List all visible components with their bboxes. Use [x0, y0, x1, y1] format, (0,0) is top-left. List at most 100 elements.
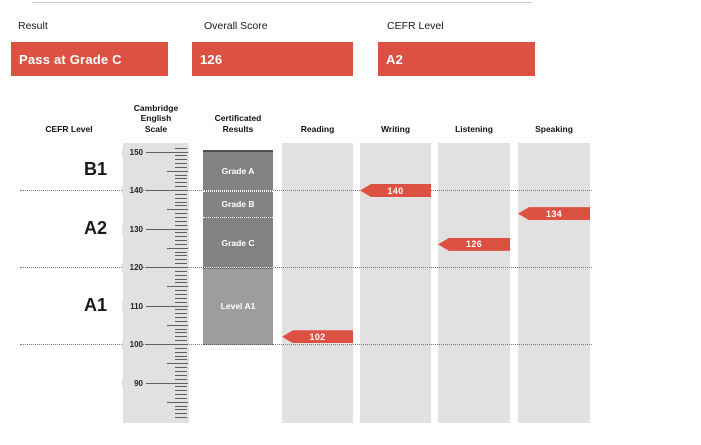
- scale-tick: [167, 286, 188, 288]
- speaking-score-value: 134: [546, 208, 562, 219]
- scale-tick: [175, 236, 187, 238]
- scale-tick: [175, 370, 187, 372]
- grade-b-band-label: Grade B: [221, 199, 255, 210]
- scale-tick: [175, 367, 187, 369]
- result-banner: Pass at Grade C: [11, 42, 168, 76]
- speaking-column: [518, 143, 590, 423]
- scale-tick: [175, 355, 187, 357]
- scale-tick: [175, 409, 187, 411]
- scale-tick: [175, 293, 187, 295]
- scale-tick: [175, 297, 187, 299]
- top-rule: [32, 2, 532, 3]
- reading-score-value: 102: [309, 331, 326, 342]
- scale-tick: [175, 270, 187, 272]
- overall-score-banner: 126: [192, 42, 353, 76]
- scale-tick: [175, 413, 187, 415]
- scale-tick: [175, 224, 187, 226]
- grade-c-band-label: Grade C: [221, 237, 255, 248]
- scale-tick: [175, 282, 187, 284]
- cefr-boundary-line: [20, 267, 592, 268]
- scale-tick: [146, 344, 188, 345]
- grade-c-band: Grade C: [203, 217, 273, 268]
- scale-tick: [175, 147, 187, 149]
- column-header-speaking: Speaking: [535, 123, 573, 134]
- scale-tick: [175, 309, 187, 311]
- overall-score-label: Overall Score: [204, 20, 268, 32]
- scale-tick: [175, 394, 187, 396]
- scale-tick: [175, 163, 187, 165]
- scale-tick: [146, 190, 188, 191]
- cefr-boundary-line: [20, 344, 592, 345]
- listening-score-marker: 126: [438, 237, 510, 251]
- scale-tick: [175, 320, 187, 322]
- cefr-band-label-a2: A2: [84, 218, 108, 238]
- cefr-boundary-line: [20, 190, 592, 191]
- writing-score-value: 140: [387, 185, 404, 196]
- scale-tick: [175, 340, 187, 342]
- listening-score-value: 126: [466, 239, 482, 250]
- scale-tick: [175, 255, 187, 257]
- cefr-level-banner: A2: [378, 42, 535, 76]
- scale-tick: [167, 247, 188, 249]
- scale-tick: [175, 240, 187, 242]
- column-header-cefr-level: CEFR Level: [45, 123, 93, 134]
- scale-tick: [175, 205, 187, 207]
- scale-tick: [175, 405, 187, 407]
- scale-tick: [175, 390, 187, 392]
- listening-column: [438, 143, 510, 423]
- reading-column: [282, 143, 353, 423]
- scale-tick: [175, 193, 187, 195]
- grade-b-band: Grade B: [203, 190, 273, 218]
- scale-tick: [175, 290, 187, 292]
- scale-tick: [175, 243, 187, 245]
- scale-tick: [175, 378, 187, 380]
- scale-tick: [175, 197, 187, 199]
- scale-tick: [167, 209, 188, 211]
- scale-tick: [146, 305, 188, 307]
- scale-tick: [175, 232, 187, 234]
- scale-tick: [175, 182, 187, 184]
- level-a1-band-label: Level A1: [220, 301, 256, 311]
- scale-tick: [146, 267, 188, 268]
- scale-tick: [175, 351, 187, 353]
- scale-tick: [167, 401, 188, 403]
- scale-tick: [175, 332, 187, 334]
- scale-tick: [175, 216, 187, 218]
- result-value: Pass at Grade C: [19, 51, 122, 67]
- reading-score-marker: 102: [282, 330, 353, 344]
- scale-tick-label: 150: [122, 147, 143, 157]
- scale-tick: [175, 278, 187, 280]
- scale-tick: [175, 359, 187, 361]
- scale-tick: [146, 151, 188, 153]
- scale-tick: [175, 178, 187, 180]
- cefr-band-label-b1: B1: [84, 159, 108, 179]
- column-header-cambridge-english-scale: Cambridge English Scale: [133, 102, 179, 134]
- scale-tick: [175, 386, 187, 388]
- scale-tick: [175, 274, 187, 276]
- scale-tick: [175, 301, 187, 303]
- scale-tick: [175, 259, 187, 261]
- grade-a-band-label: Grade A: [221, 166, 255, 177]
- scale-tick: [175, 336, 187, 338]
- scale-tick: [175, 166, 187, 168]
- scale-tick: [175, 317, 187, 319]
- writing-score-marker: 140: [360, 184, 431, 197]
- column-header-writing: Writing: [380, 123, 411, 134]
- scale-tick: [146, 228, 188, 230]
- scale-tick-label: 140: [122, 186, 143, 195]
- scale-tick-label: 120: [122, 263, 143, 272]
- scale-tick-label: 90: [122, 378, 143, 388]
- scale-tick: [167, 170, 188, 172]
- scale-tick: [175, 155, 187, 157]
- column-header-listening: Listening: [455, 123, 493, 134]
- scale-tick: [167, 324, 188, 326]
- scale-tick: [175, 159, 187, 161]
- cefr-band-label-a1: A1: [84, 295, 108, 315]
- scale-tick: [175, 347, 187, 349]
- scale-tick: [175, 220, 187, 222]
- level-a1-band: Level A1: [203, 267, 273, 345]
- cefr-level-value: A2: [386, 51, 404, 67]
- scale-tick: [175, 186, 187, 188]
- scale-tick: [175, 213, 187, 215]
